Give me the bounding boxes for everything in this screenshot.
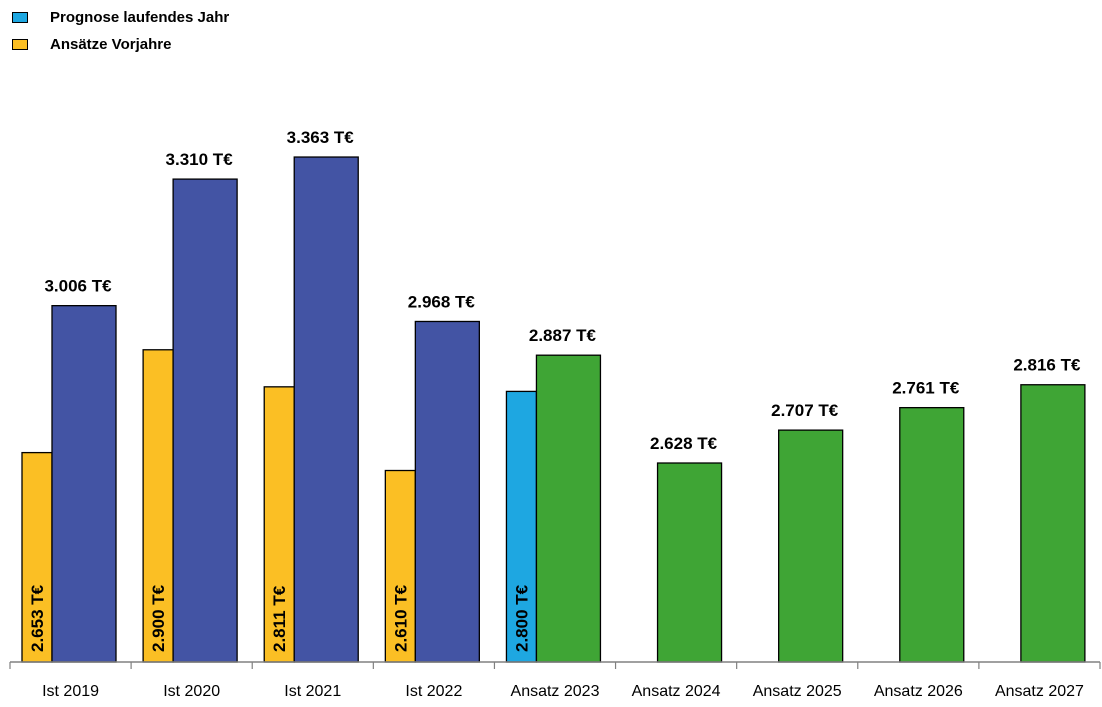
x-tick-label-1: Ist 2020 <box>163 683 220 700</box>
data-label-main-5: 2.628 T€ <box>650 434 718 453</box>
data-label-main-1: 3.310 T€ <box>166 150 234 169</box>
bar-prognose-4 <box>505 390 538 663</box>
data-label-vorjahr-0: 2.653 T€ <box>28 584 47 652</box>
x-tick-label-4: Ansatz 2023 <box>511 683 600 700</box>
legend-label-vorjahre: Ansätze Vorjahre <box>50 36 172 53</box>
x-tick-label-3: Ist 2022 <box>405 683 462 700</box>
bar-ist-0 <box>51 305 117 663</box>
data-label-main-3: 2.968 T€ <box>408 292 476 311</box>
legend-label-prognose: Prognose laufendes Jahr <box>50 9 230 26</box>
data-label-main-2: 3.363 T€ <box>287 128 355 147</box>
bar-ist-1 <box>172 178 238 663</box>
x-tick-label-6: Ansatz 2025 <box>753 683 842 700</box>
bar-ist-2 <box>293 156 359 663</box>
data-label-main-0: 3.006 T€ <box>44 277 112 296</box>
x-tick-label-7: Ansatz 2026 <box>874 683 963 700</box>
bar-ansatz-7 <box>899 406 965 663</box>
x-tick-label-2: Ist 2021 <box>284 683 341 700</box>
data-label-main-4: 2.887 T€ <box>529 326 597 345</box>
legend-swatch-vorjahre <box>12 39 28 50</box>
bar-vorjahr-1 <box>142 349 174 663</box>
x-tick-label-0: Ist 2019 <box>42 683 99 700</box>
data-label-vorjahr-1: 2.900 T€ <box>149 584 168 652</box>
chart-legend: Prognose laufendes Jahr Ansätze Vorjahre <box>12 4 229 58</box>
legend-item-vorjahre: Ansätze Vorjahre <box>12 31 229 58</box>
data-label-vorjahr-3: 2.610 T€ <box>391 584 410 652</box>
legend-item-prognose: Prognose laufendes Jahr <box>12 4 229 31</box>
data-label-prognose-4: 2.800 T€ <box>512 584 531 652</box>
data-label-vorjahr-2: 2.811 T€ <box>270 585 289 652</box>
bar-ansatz-8 <box>1020 384 1086 663</box>
data-label-main-6: 2.707 T€ <box>771 401 839 420</box>
bar-ist-3 <box>414 320 480 663</box>
bar-ansatz-4 <box>535 354 602 663</box>
bar-ansatz-6 <box>778 429 844 663</box>
data-label-main-7: 2.761 T€ <box>892 379 960 398</box>
x-tick-label-5: Ansatz 2024 <box>632 683 721 700</box>
data-label-main-8: 2.816 T€ <box>1013 356 1081 375</box>
bar-ansatz-5 <box>656 462 723 663</box>
x-tick-label-8: Ansatz 2027 <box>995 683 1084 700</box>
legend-swatch-prognose <box>12 12 28 23</box>
